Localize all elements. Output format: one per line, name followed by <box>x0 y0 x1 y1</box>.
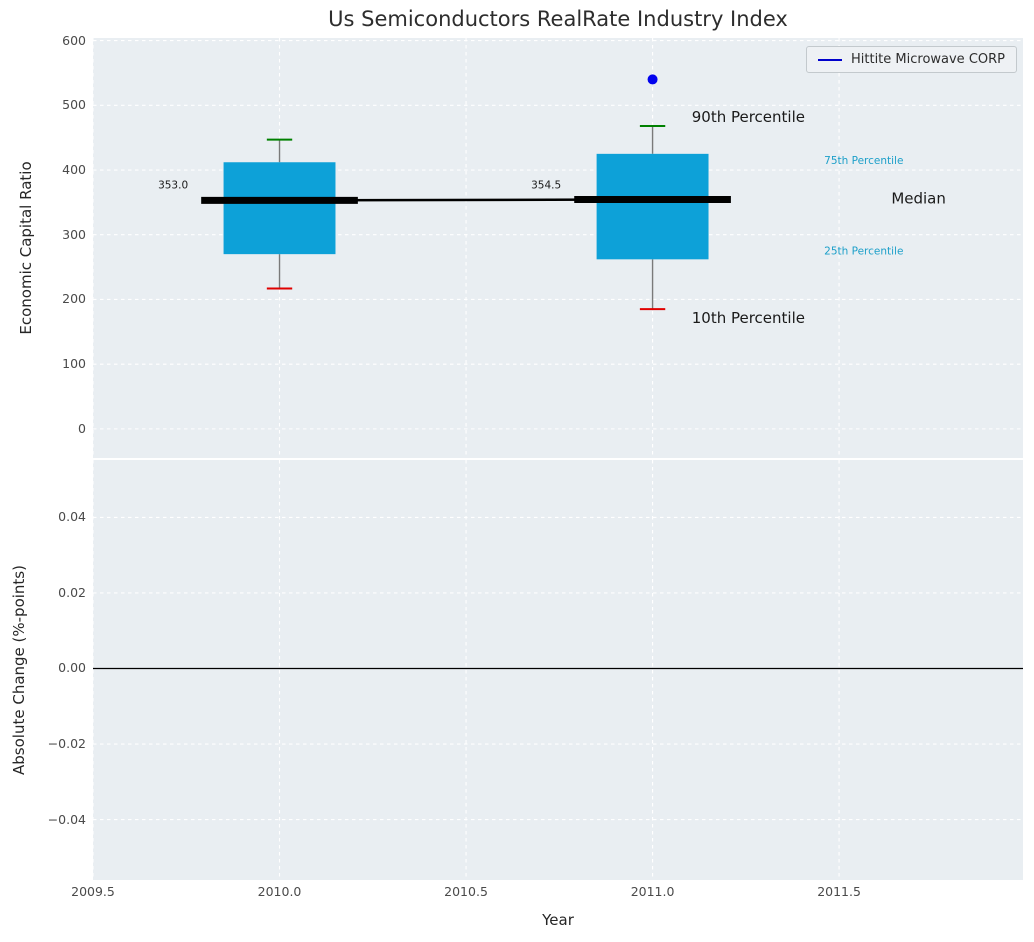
annotation-25th-percentile: 25th Percentile <box>824 246 903 258</box>
y-tick-label-top: 300 <box>62 226 86 242</box>
y-tick-label-top: 100 <box>62 356 86 372</box>
y-tick-label-bottom: 0.00 <box>58 660 86 676</box>
annotation-median: Median <box>891 190 946 208</box>
top-axes-panel: 90th Percentile 10th Percentile 75th Perce… <box>92 38 1023 458</box>
chart-title: Us Semiconductors RealRate Industry Inde… <box>328 7 788 31</box>
annotation-90th-percentile: 90th Percentile <box>692 108 805 126</box>
y-tick-label-bottom: 0.02 <box>58 584 86 600</box>
y-tick-label-top: 200 <box>62 291 86 307</box>
bottom-axes-panel <box>92 460 1023 880</box>
legend-line-sample <box>817 58 842 61</box>
annotation-10th-percentile: 10th Percentile <box>692 309 805 327</box>
box-2010 <box>223 162 336 255</box>
y-tick-label-top: 400 <box>62 162 86 178</box>
y-axis-label-top: Economic Capital Ratio <box>17 161 35 335</box>
y-tick-label-bottom: 0.04 <box>58 509 86 525</box>
y-tick-label-bottom: −0.02 <box>47 736 86 752</box>
y-tick-label-top: 0 <box>78 420 86 436</box>
y-tick-label-bottom: −0.04 <box>47 811 86 827</box>
box-2011 <box>596 153 709 260</box>
x-axis-label: Year <box>542 911 574 929</box>
company-point <box>647 74 658 85</box>
x-tick-label: 2010.0 <box>257 884 302 899</box>
plot-canvas: 90th Percentile 10th Percentile 75th Perce… <box>92 38 1023 458</box>
plot-canvas <box>92 460 1023 880</box>
annotation-353-0: 353.0 <box>158 180 188 192</box>
legend: Hittite Microwave CORP <box>805 46 1017 73</box>
y-tick-label-top: 600 <box>62 32 86 48</box>
x-tick-label: 2010.5 <box>444 884 488 899</box>
x-tick-label: 2011.0 <box>630 884 675 899</box>
annotation-75th-percentile: 75th Percentile <box>824 155 903 167</box>
annotation-354-5: 354.5 <box>531 180 561 192</box>
y-tick-label-top: 500 <box>62 97 86 113</box>
x-tick-label: 2011.5 <box>817 884 861 899</box>
legend-label: Hittite Microwave CORP <box>850 52 1005 67</box>
x-tick-label: 2009.5 <box>71 884 115 899</box>
